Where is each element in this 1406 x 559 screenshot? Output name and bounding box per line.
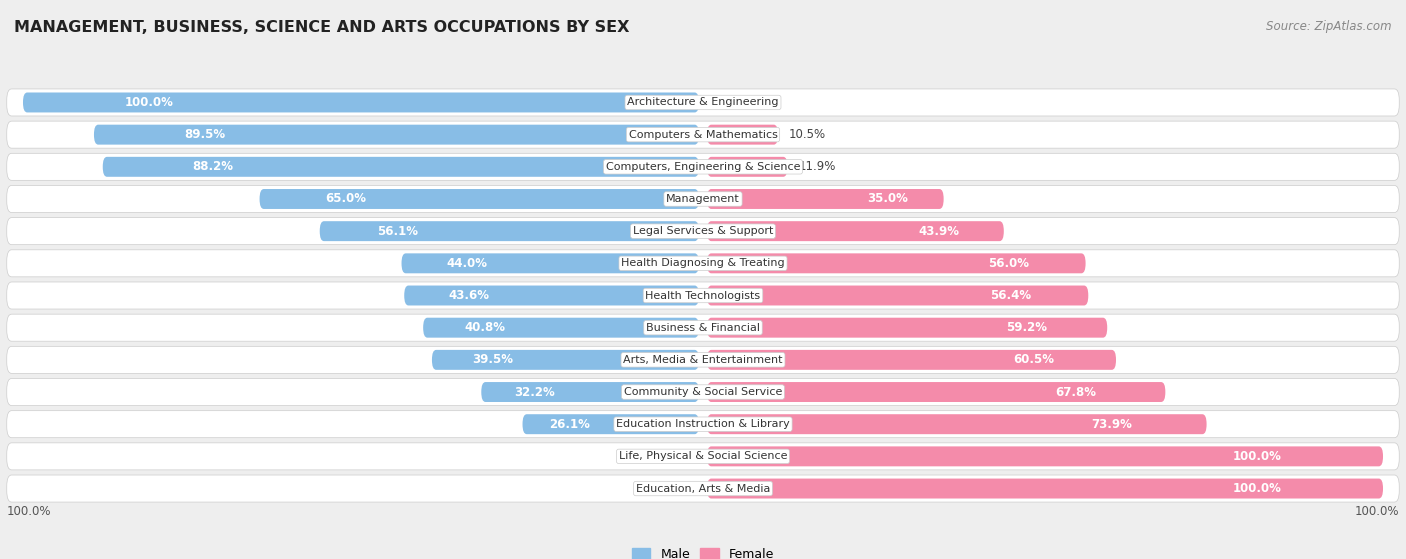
Text: Health Technologists: Health Technologists: [645, 291, 761, 301]
FancyBboxPatch shape: [94, 125, 699, 145]
Text: 35.0%: 35.0%: [868, 192, 908, 206]
FancyBboxPatch shape: [7, 186, 1399, 212]
FancyBboxPatch shape: [22, 92, 699, 112]
Text: 100.0%: 100.0%: [1233, 482, 1282, 495]
Text: 100.0%: 100.0%: [7, 505, 51, 518]
Text: 56.1%: 56.1%: [377, 225, 418, 238]
FancyBboxPatch shape: [260, 189, 699, 209]
Text: 0.0%: 0.0%: [658, 482, 688, 495]
FancyBboxPatch shape: [405, 286, 699, 305]
FancyBboxPatch shape: [7, 411, 1399, 438]
Text: 26.1%: 26.1%: [548, 418, 591, 430]
Text: 0.0%: 0.0%: [718, 96, 748, 109]
Text: Management: Management: [666, 194, 740, 204]
FancyBboxPatch shape: [7, 217, 1399, 245]
Text: 73.9%: 73.9%: [1091, 418, 1132, 430]
Text: MANAGEMENT, BUSINESS, SCIENCE AND ARTS OCCUPATIONS BY SEX: MANAGEMENT, BUSINESS, SCIENCE AND ARTS O…: [14, 20, 630, 35]
FancyBboxPatch shape: [423, 318, 699, 338]
Text: 43.6%: 43.6%: [449, 289, 489, 302]
Text: 10.5%: 10.5%: [789, 128, 825, 141]
FancyBboxPatch shape: [7, 89, 1399, 116]
Text: Community & Social Service: Community & Social Service: [624, 387, 782, 397]
Text: 39.5%: 39.5%: [472, 353, 513, 366]
FancyBboxPatch shape: [7, 475, 1399, 502]
FancyBboxPatch shape: [707, 447, 1384, 466]
FancyBboxPatch shape: [319, 221, 699, 241]
FancyBboxPatch shape: [707, 286, 1088, 305]
Text: 44.0%: 44.0%: [446, 257, 486, 270]
FancyBboxPatch shape: [7, 282, 1399, 309]
Text: Source: ZipAtlas.com: Source: ZipAtlas.com: [1267, 20, 1392, 32]
Text: Architecture & Engineering: Architecture & Engineering: [627, 97, 779, 107]
FancyBboxPatch shape: [432, 350, 699, 370]
Text: 67.8%: 67.8%: [1056, 386, 1097, 399]
Text: 56.4%: 56.4%: [990, 289, 1031, 302]
Text: Life, Physical & Social Science: Life, Physical & Social Science: [619, 451, 787, 461]
Text: Computers, Engineering & Science: Computers, Engineering & Science: [606, 162, 800, 172]
Text: 89.5%: 89.5%: [184, 128, 226, 141]
Text: 88.2%: 88.2%: [193, 160, 233, 173]
FancyBboxPatch shape: [402, 253, 699, 273]
FancyBboxPatch shape: [707, 125, 778, 145]
FancyBboxPatch shape: [7, 443, 1399, 470]
FancyBboxPatch shape: [707, 318, 1108, 338]
FancyBboxPatch shape: [707, 350, 1116, 370]
Text: Arts, Media & Entertainment: Arts, Media & Entertainment: [623, 355, 783, 365]
Legend: Male, Female: Male, Female: [627, 543, 779, 559]
FancyBboxPatch shape: [7, 121, 1399, 148]
FancyBboxPatch shape: [707, 157, 787, 177]
FancyBboxPatch shape: [707, 414, 1206, 434]
FancyBboxPatch shape: [707, 253, 1085, 273]
Text: 60.5%: 60.5%: [1014, 353, 1054, 366]
Text: 11.9%: 11.9%: [799, 160, 835, 173]
Text: Business & Financial: Business & Financial: [645, 323, 761, 333]
FancyBboxPatch shape: [103, 157, 699, 177]
Text: Legal Services & Support: Legal Services & Support: [633, 226, 773, 236]
FancyBboxPatch shape: [481, 382, 699, 402]
Text: Health Diagnosing & Treating: Health Diagnosing & Treating: [621, 258, 785, 268]
FancyBboxPatch shape: [707, 221, 1004, 241]
Text: Education Instruction & Library: Education Instruction & Library: [616, 419, 790, 429]
FancyBboxPatch shape: [707, 382, 1166, 402]
Text: 59.2%: 59.2%: [1007, 321, 1047, 334]
Text: 0.0%: 0.0%: [658, 450, 688, 463]
Text: 100.0%: 100.0%: [1355, 505, 1399, 518]
FancyBboxPatch shape: [7, 153, 1399, 181]
FancyBboxPatch shape: [707, 479, 1384, 499]
Text: 32.2%: 32.2%: [515, 386, 555, 399]
Text: Computers & Mathematics: Computers & Mathematics: [628, 130, 778, 140]
FancyBboxPatch shape: [7, 314, 1399, 341]
Text: 43.9%: 43.9%: [918, 225, 959, 238]
Text: 56.0%: 56.0%: [988, 257, 1029, 270]
FancyBboxPatch shape: [707, 189, 943, 209]
Text: 40.8%: 40.8%: [464, 321, 506, 334]
FancyBboxPatch shape: [523, 414, 699, 434]
Text: 65.0%: 65.0%: [325, 192, 367, 206]
Text: Education, Arts & Media: Education, Arts & Media: [636, 484, 770, 494]
FancyBboxPatch shape: [7, 250, 1399, 277]
Text: 100.0%: 100.0%: [1233, 450, 1282, 463]
FancyBboxPatch shape: [7, 347, 1399, 373]
FancyBboxPatch shape: [7, 378, 1399, 405]
Text: 100.0%: 100.0%: [124, 96, 173, 109]
